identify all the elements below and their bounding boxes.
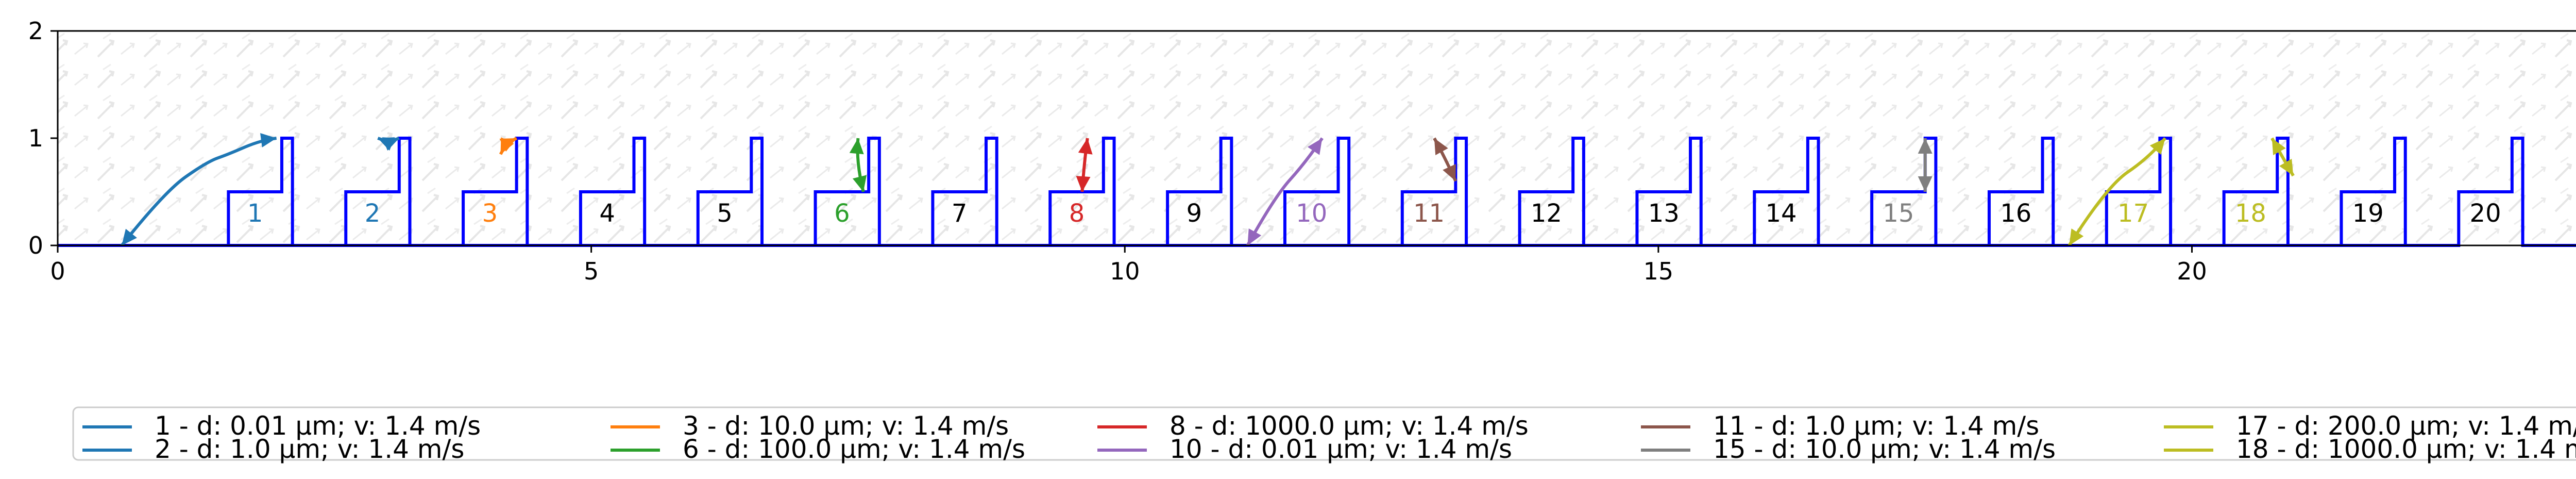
cell-label: 1 (247, 199, 263, 228)
trajectory-arrowhead (2149, 138, 2165, 155)
cell-label: 11 (1413, 199, 1445, 228)
cell-labels: 1 2 3 4 5 6 7 8 9 10 11 12 13 14 15 16 17 18 19 20 (247, 199, 2501, 228)
cell-label: 9 (1187, 199, 1202, 228)
cell-label: 16 (2000, 199, 2031, 228)
legend-label: 3 - d: 10.0 μm; v: 1.4 m/s (683, 411, 1009, 441)
legend-label: 11 - d: 1.0 μm; v: 1.4 m/s (1713, 411, 2039, 441)
y-tick-label: 1 (28, 124, 43, 152)
cell-outline (2053, 137, 2342, 247)
trajectory-arrowhead (1307, 138, 1323, 155)
cell-outline (762, 137, 1050, 247)
cell-label: 12 (1531, 199, 1562, 228)
x-tick-label: 15 (1643, 257, 1674, 285)
trajectory-arrowhead (499, 138, 517, 152)
cell-label: 19 (2352, 199, 2384, 228)
vector-field-background (58, 31, 2576, 245)
cell-label: 20 (2470, 199, 2501, 228)
trajectory-arrowhead (2272, 138, 2286, 156)
cell-label: 5 (717, 199, 733, 228)
trajectory-line (1246, 137, 1324, 246)
cell-outline (1818, 137, 2107, 247)
trajectory-series (120, 133, 2295, 246)
cell-label: 4 (599, 199, 615, 228)
cell-outline (1583, 137, 1872, 247)
cell-label: 17 (2117, 199, 2149, 228)
trajectory-arrowhead (849, 138, 864, 155)
legend: 1 - d: 0.01 μm; v: 1.4 m/s2 - d: 1.0 μm;… (72, 406, 2576, 464)
cell-outline (1114, 137, 1402, 247)
x-tick-label: 5 (584, 257, 599, 285)
trajectory-arrowhead (852, 175, 867, 192)
trajectory-arrowhead (1434, 138, 1448, 156)
cell-label: 15 (1883, 199, 1914, 228)
cell-outline (996, 137, 1285, 247)
cell-label: 2 (365, 199, 381, 228)
cell-label: 6 (834, 199, 850, 228)
trajectory-arrowhead (260, 133, 277, 147)
trajectory-arrowhead (1076, 176, 1091, 192)
trajectory-arrowhead (2279, 158, 2294, 176)
legend-label: 8 - d: 1000.0 μm; v: 1.4 m/s (1170, 411, 1529, 441)
trajectory-line (2067, 137, 2167, 246)
legend-label: 18 - d: 1000.0 μm; v: 1.4 m/s (2236, 434, 2576, 464)
cell-outline (175, 137, 464, 247)
cell-label: 10 (1296, 199, 1327, 228)
y-tick-label: 0 (28, 232, 43, 259)
trajectory-arrowhead (2069, 228, 2084, 245)
cell-label: 7 (952, 199, 968, 228)
legend-label: 6 - d: 100.0 μm; v: 1.4 m/s (683, 434, 1025, 464)
cell-outline (410, 137, 698, 247)
legend-label: 2 - d: 1.0 μm; v: 1.4 m/s (155, 434, 464, 464)
cell-outline (1466, 137, 1755, 247)
legend-label: 1 - d: 0.01 μm; v: 1.4 m/s (155, 411, 481, 441)
cell-label: 13 (1648, 199, 1680, 228)
cell-outline (292, 137, 581, 247)
cell-outline (2287, 137, 2576, 247)
trajectory-arrowhead (1247, 228, 1262, 245)
trajectory-arrowhead (122, 228, 137, 245)
cell-outline (1936, 137, 2224, 247)
cell-label: 3 (482, 199, 498, 228)
cell-outline (527, 137, 816, 247)
cell-label: 14 (1766, 199, 1797, 228)
legend-label: 10 - d: 0.01 μm; v: 1.4 m/s (1170, 434, 1512, 464)
trajectory-arrowhead (382, 137, 399, 151)
trajectory-arrowhead (1918, 176, 1933, 192)
trajectory-arrowhead (1918, 138, 1933, 154)
cell-outline (58, 137, 346, 247)
cell-label: 8 (1069, 199, 1085, 228)
y-tick-label: 2 (28, 17, 43, 45)
cell-outline (645, 137, 933, 247)
legend-label: 17 - d: 200.0 μm; v: 1.4 m/s (2236, 411, 2576, 441)
x-tick-label: 20 (2177, 257, 2207, 285)
trajectory-arrowhead (1078, 138, 1093, 155)
legend-label: 15 - d: 10.0 μm; v: 1.4 m/s (1713, 434, 2056, 464)
cell-label: 18 (2235, 199, 2266, 228)
cell-outline (1349, 137, 1637, 247)
cell-outline (2171, 137, 2459, 247)
trajectory-line (120, 137, 277, 246)
trajectory-arrowhead (1443, 164, 1456, 181)
x-tick-label: 10 (1110, 257, 1140, 285)
legend-frame (72, 406, 2576, 461)
x-tick-label: 0 (50, 257, 65, 285)
cell-outline (879, 137, 1168, 247)
